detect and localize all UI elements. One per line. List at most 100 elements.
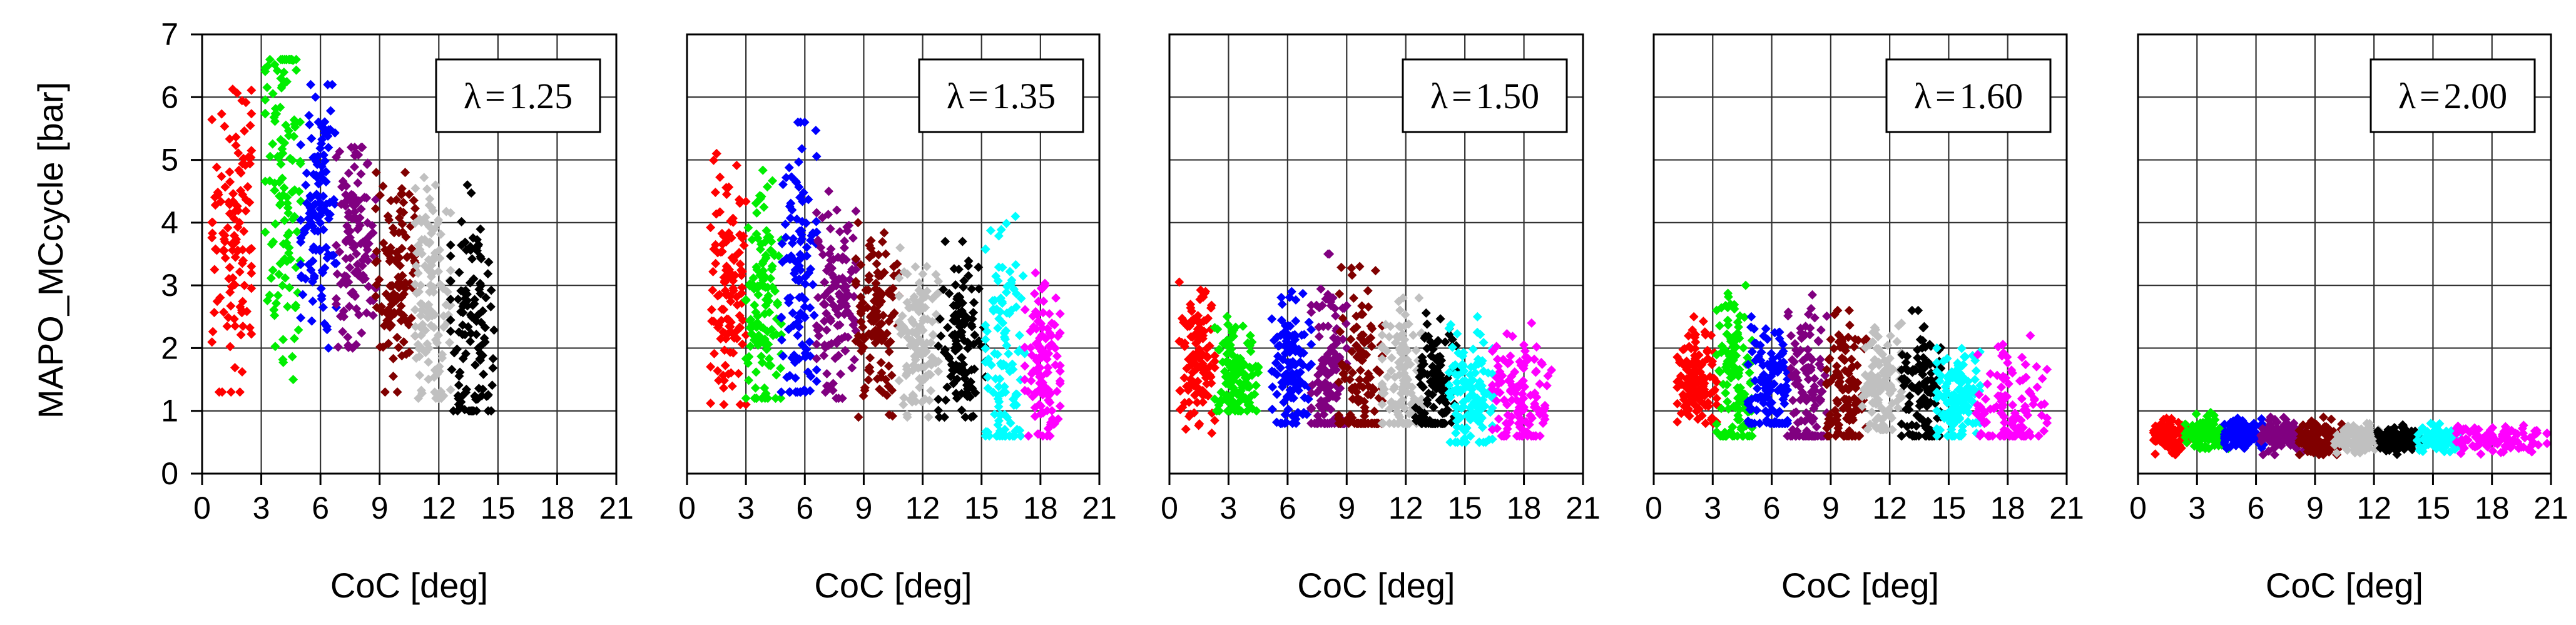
data-point xyxy=(1055,328,1065,338)
data-point xyxy=(851,254,861,264)
data-point xyxy=(1904,399,1914,409)
data-point xyxy=(706,223,716,233)
data-point xyxy=(228,273,238,283)
data-point xyxy=(1683,381,1693,391)
data-point xyxy=(233,148,243,158)
data-point xyxy=(447,365,457,375)
y-tick-label: 4 xyxy=(161,205,178,240)
data-point xyxy=(1766,348,1776,358)
data-point xyxy=(1873,376,1883,386)
data-point xyxy=(1772,409,1782,419)
data-point xyxy=(247,85,257,95)
data-point xyxy=(270,185,280,195)
data-point xyxy=(1422,319,1432,329)
data-point xyxy=(1791,431,1801,441)
data-point xyxy=(350,292,360,302)
data-point xyxy=(827,338,837,348)
data-point xyxy=(237,305,247,315)
data-point xyxy=(1016,293,1026,303)
data-point xyxy=(806,235,816,245)
data-point xyxy=(1293,382,1303,392)
data-point xyxy=(865,353,875,363)
lambda-symbol: λ xyxy=(947,76,964,116)
data-point xyxy=(822,368,832,379)
data-point xyxy=(247,268,257,278)
data-point xyxy=(1874,360,1884,370)
data-point xyxy=(1029,322,1039,332)
data-point xyxy=(759,202,769,212)
data-point xyxy=(1932,358,1942,368)
data-point xyxy=(353,224,363,234)
data-point xyxy=(999,382,1009,392)
data-point xyxy=(312,172,322,182)
data-point xyxy=(1292,368,1302,379)
data-point xyxy=(757,357,767,367)
data-point xyxy=(207,228,217,238)
data-point xyxy=(1481,437,1491,447)
data-point xyxy=(1903,365,1913,375)
data-point xyxy=(910,262,920,272)
data-point xyxy=(291,65,301,75)
data-point xyxy=(1235,378,1245,388)
data-point xyxy=(1810,373,1820,384)
data-point xyxy=(915,335,925,345)
data-point xyxy=(1299,330,1309,340)
data-point xyxy=(1795,345,1805,355)
x-tick-label: 9 xyxy=(1822,490,1840,526)
data-point xyxy=(393,280,403,290)
data-point xyxy=(370,292,380,302)
data-point xyxy=(305,119,315,130)
data-point xyxy=(1038,308,1048,318)
data-point xyxy=(1497,431,1507,441)
data-point xyxy=(321,166,331,176)
data-point xyxy=(1943,431,1953,441)
data-point xyxy=(296,237,306,247)
data-point xyxy=(1426,351,1436,361)
data-point xyxy=(409,195,419,205)
data-point xyxy=(1363,286,1373,296)
x-tick-label: 15 xyxy=(481,490,516,526)
data-point xyxy=(207,114,217,124)
data-point xyxy=(1810,400,1820,410)
data-point xyxy=(1016,431,1026,441)
data-point xyxy=(348,343,358,353)
data-point xyxy=(1924,386,1934,396)
data-point xyxy=(1316,284,1326,294)
data-point xyxy=(1306,340,1316,350)
series-red xyxy=(706,149,751,410)
data-point xyxy=(1272,332,1282,342)
data-point xyxy=(1452,437,1462,447)
data-point xyxy=(1300,380,1310,390)
data-point xyxy=(1367,342,1377,352)
data-point xyxy=(1465,431,1475,441)
data-point xyxy=(959,282,969,292)
data-point xyxy=(1957,343,1967,353)
data-point xyxy=(809,310,819,320)
data-point xyxy=(1507,332,1517,342)
data-point xyxy=(1492,373,1502,383)
data-point xyxy=(1517,431,1527,441)
data-point xyxy=(895,323,905,333)
data-point xyxy=(1921,419,1931,429)
data-point xyxy=(1754,419,1764,429)
data-point xyxy=(1873,412,1883,422)
data-point xyxy=(1783,311,1793,321)
data-point xyxy=(1423,332,1433,342)
data-point xyxy=(1904,405,1914,415)
data-point xyxy=(725,322,735,332)
data-point xyxy=(873,268,883,278)
data-point xyxy=(411,353,421,363)
data-point xyxy=(276,198,286,208)
data-point xyxy=(361,240,371,250)
data-point xyxy=(1806,362,1816,372)
data-point xyxy=(1229,363,1239,373)
data-point xyxy=(798,188,808,198)
data-point xyxy=(1291,414,1301,424)
data-point xyxy=(1222,349,1232,359)
data-point xyxy=(731,160,741,170)
data-point xyxy=(1885,380,1895,390)
data-point xyxy=(1689,332,1699,342)
data-point xyxy=(1767,398,1777,408)
data-point xyxy=(245,159,255,169)
data-point xyxy=(936,331,946,341)
